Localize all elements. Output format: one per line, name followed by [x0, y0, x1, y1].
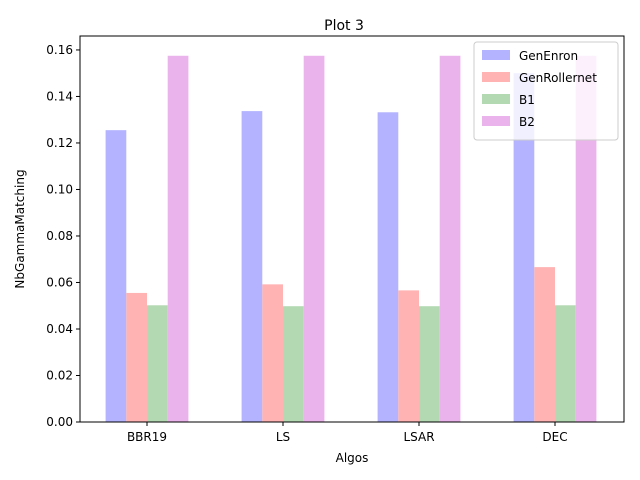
bar-genrollernet-bbr19: [126, 292, 147, 422]
x-tick-label: DEC: [542, 430, 567, 444]
bar-b2-bbr19: [167, 55, 189, 423]
chart-title: Plot 3: [324, 18, 364, 34]
bar-b2-ls: [303, 55, 325, 423]
bar-b1-ls: [283, 306, 304, 422]
bar-b1-bbr19: [147, 305, 168, 422]
bar-genenron-dec: [513, 73, 535, 422]
y-tick-label: 0.14: [46, 89, 73, 103]
legend-swatch: [482, 116, 510, 126]
bars-group: [105, 55, 597, 423]
x-tick-label: LS: [276, 430, 290, 444]
bar-b2-dec: [575, 55, 597, 423]
bar-genenron-ls: [241, 111, 263, 423]
y-tick-label: 0.08: [46, 229, 73, 243]
y-tick-label: 0.02: [46, 368, 73, 382]
bar-genrollernet-ls: [262, 284, 283, 422]
y-tick-label: 0.00: [46, 415, 73, 429]
bar-genrollernet-lsar: [398, 290, 419, 422]
bar-genenron-bbr19: [105, 130, 127, 423]
x-axis: BBR19 LS LSAR DEC: [127, 422, 568, 444]
plot-frame: [79, 35, 625, 423]
legend-swatch: [482, 94, 510, 104]
y-tick-label: 0.16: [46, 43, 73, 57]
x-tick-label: LSAR: [403, 430, 434, 444]
legend-label: GenRollernet: [519, 71, 597, 85]
y-tick-label: 0.06: [46, 275, 73, 289]
y-tick-label: 0.10: [46, 182, 73, 196]
bar-b2-lsar: [439, 55, 461, 423]
legend-swatch: [482, 50, 510, 60]
x-axis-label: Algos: [336, 451, 369, 465]
y-tick-label: 0.12: [46, 136, 73, 150]
legend-label: B2: [519, 115, 535, 129]
legend: GenEnron GenRollernet B1 B2: [473, 41, 619, 141]
bar-b1-lsar: [419, 306, 440, 422]
bar-genrollernet-dec: [534, 267, 555, 422]
bar-genenron-lsar: [377, 112, 399, 423]
legend-box: [473, 41, 619, 141]
legend-label: B1: [519, 93, 535, 107]
legend-swatch: [482, 72, 510, 82]
y-axis: 0.00 0.02 0.04 0.06 0.08 0.10 0.12 0.14 0.16: [46, 43, 80, 429]
x-tick-label: BBR19: [127, 430, 167, 444]
legend-label: GenEnron: [519, 49, 578, 63]
y-axis-label: NbGammaMatching: [13, 169, 27, 288]
bar-b1-dec: [555, 305, 576, 422]
y-tick-label: 0.04: [46, 322, 73, 336]
